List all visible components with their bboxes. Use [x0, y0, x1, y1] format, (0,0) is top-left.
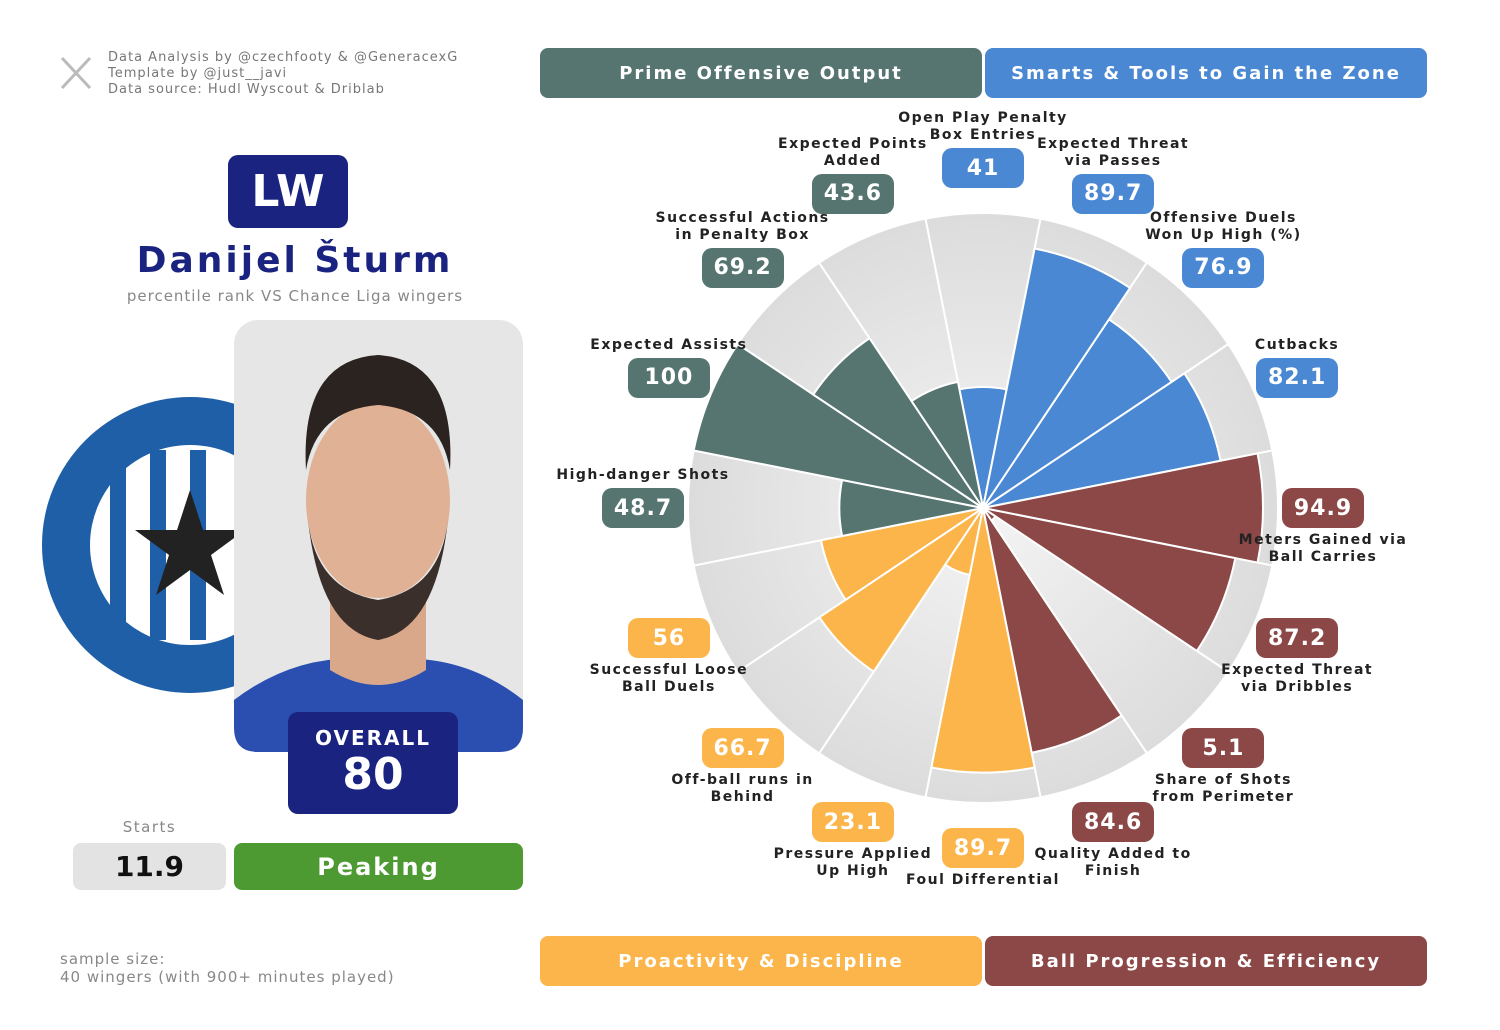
value-label: 89.7: [942, 828, 1024, 868]
category-label: Successful Loose Ball Duels: [589, 662, 749, 696]
value-label: 94.9: [1282, 488, 1364, 528]
slice: [819, 507, 984, 602]
value-label: 84.6: [1072, 802, 1155, 843]
category-label: Share of Shots from Perimeter: [1152, 772, 1295, 806]
slice: [982, 247, 1132, 509]
value-label: 43.6: [811, 173, 894, 214]
sample-note: 40 wingers (with 900+ minutes played): [60, 968, 395, 986]
category-label: Off-ball runs in Behind: [671, 772, 814, 806]
value-label: 66.7: [701, 728, 784, 769]
overall-box: OVERALL 80: [288, 712, 458, 814]
pizza-chart: [687, 212, 1279, 804]
category-label: Open Play Penalty Box Entries: [898, 110, 1068, 143]
category-label: Expected Assists: [590, 336, 748, 353]
legend-banner: Smarts & Tools to Gain the Zone: [985, 48, 1427, 98]
slice-background: [924, 212, 1042, 509]
category-label: Expected Threat via Passes: [1037, 135, 1190, 169]
value-label: 89.7: [1072, 173, 1155, 214]
legend-banner: Proactivity & Discipline: [540, 936, 982, 986]
credit: Data Analysis by @czechfooty & @Generace…: [108, 50, 459, 65]
slice: [982, 452, 1264, 564]
value-label: 41: [942, 148, 1024, 188]
slice-background: [817, 507, 984, 799]
credit: Template by @just__javi: [108, 66, 288, 81]
credit: Data source: Hudl Wyscout & Driblab: [108, 82, 385, 97]
sample-note: sample size:: [60, 950, 166, 968]
player-name: Danijel Šturm: [136, 240, 454, 281]
value-label: 56: [627, 618, 710, 659]
status: Peaking: [234, 843, 523, 890]
starts-label: Starts: [122, 818, 177, 836]
category-label: Offensive Duels Won Up High (%): [1145, 209, 1302, 243]
category-label: Expected Points Added: [778, 135, 928, 169]
value-label: 69.2: [701, 247, 784, 288]
position-badge: LW: [228, 155, 348, 228]
category-label: Foul Differential: [906, 872, 1060, 888]
slice: [811, 336, 984, 509]
slice: [930, 507, 1036, 774]
slice: [910, 380, 984, 509]
category-label: Successful Actions in Penalty Box: [655, 209, 830, 243]
category-label: Expected Threat via Dribbles: [1221, 662, 1374, 696]
starts-value: 11.9: [73, 843, 226, 890]
value-label: 23.1: [811, 802, 894, 843]
value-label: 100: [627, 357, 710, 398]
value-label: 76.9: [1182, 247, 1265, 288]
slice: [818, 507, 984, 673]
photo-card: [234, 320, 523, 752]
legend-banner: Prime Offensive Output: [540, 48, 982, 98]
legend-banner: Ball Progression & Efficiency: [985, 936, 1427, 986]
category-label: High-danger Shots: [556, 467, 730, 483]
overall-label: OVERALL: [315, 726, 431, 750]
overall-value: 80: [342, 749, 404, 800]
category-label: Meters Gained via Ball Carries: [1238, 532, 1408, 565]
slice: [692, 342, 984, 509]
slice: [982, 507, 1237, 653]
x-logo: [60, 56, 92, 90]
value-label: 87.2: [1256, 618, 1339, 659]
value-label: 82.1: [1256, 357, 1339, 398]
value-label: 48.7: [602, 488, 684, 528]
slice-background: [687, 449, 984, 567]
slice-background: [982, 507, 1230, 755]
subtitle: percentile rank VS Chance Liga wingers: [126, 287, 464, 305]
value-label: 5.1: [1182, 728, 1265, 769]
category-label: Quality Added to Finish: [1034, 846, 1192, 880]
category-label: Cutbacks: [1254, 336, 1340, 353]
category-label: Pressure Applied Up High: [773, 846, 933, 880]
